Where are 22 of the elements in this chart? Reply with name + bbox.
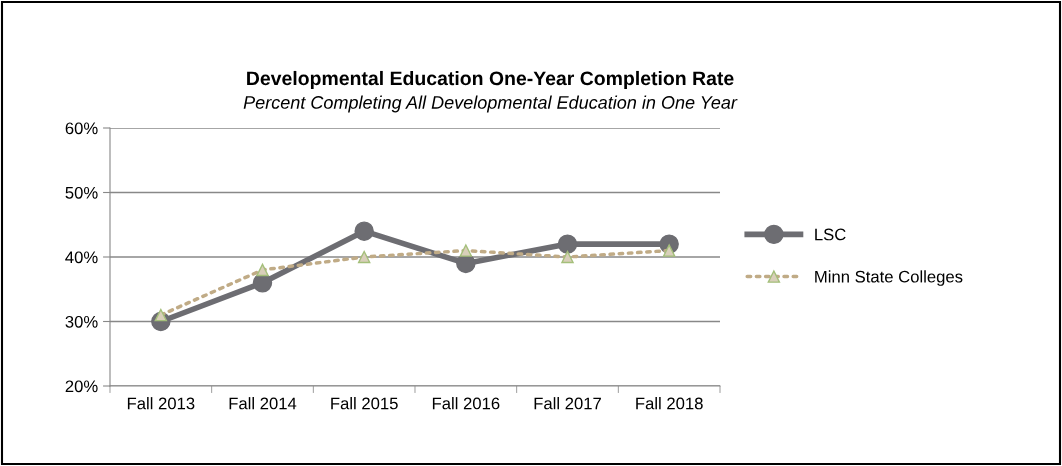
point [256, 263, 269, 277]
x-tick-label: Fall 2018 [636, 397, 703, 410]
y-tick-label: 20% [65, 380, 98, 393]
chart-subtitle: Percent Completing All Developmental Education in One Year [243, 95, 738, 113]
point [459, 244, 473, 257]
y-tick-label: 40% [65, 251, 98, 264]
point [557, 234, 578, 254]
x-tick-label: Fall 2014 [229, 397, 297, 410]
legend-label: LSC [815, 228, 846, 241]
x-tick-label: Fall 2015 [331, 397, 398, 410]
point [561, 250, 574, 264]
chart-title: Developmental Education One-Year Completion Rate [247, 70, 734, 90]
point [354, 221, 374, 241]
point [357, 250, 371, 264]
y-tick-label: 50% [65, 186, 98, 199]
point [252, 273, 273, 293]
y-tick-label: 60% [65, 122, 98, 135]
x-tick-label: Fall 2017 [534, 397, 601, 410]
x-tick-label: Fall 2016 [432, 397, 500, 410]
y-tick-label: 30% [65, 315, 98, 328]
legend-label: Minn State Colleges [815, 270, 963, 286]
x-tick-label: Fall 2013 [127, 397, 195, 410]
